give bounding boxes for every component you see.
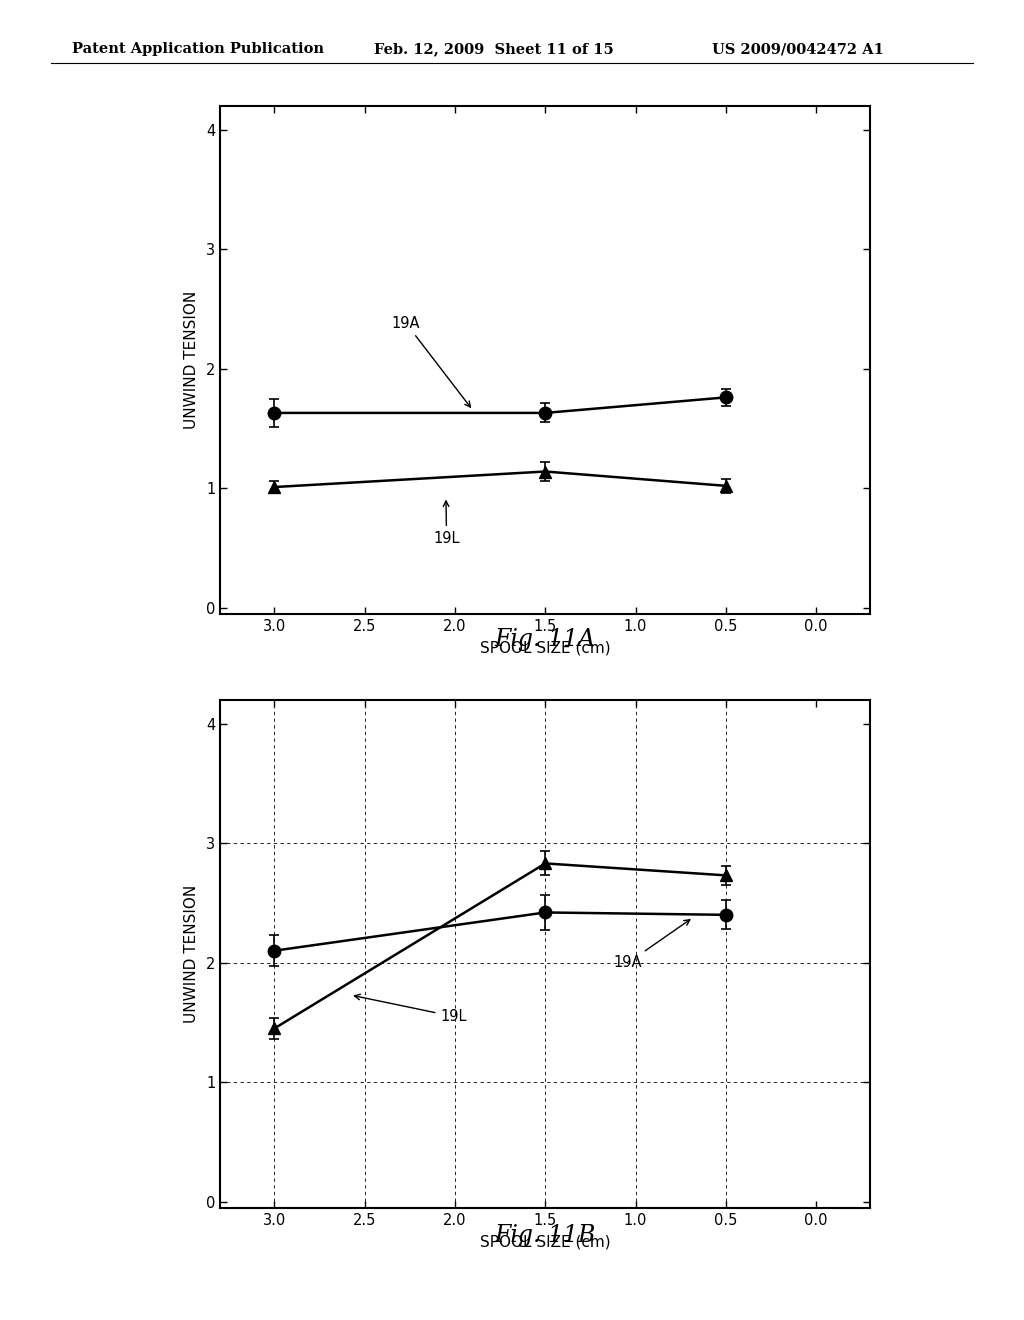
Text: 19L: 19L <box>433 502 460 546</box>
Text: US 2009/0042472 A1: US 2009/0042472 A1 <box>712 42 884 57</box>
Y-axis label: UNWIND TENSION: UNWIND TENSION <box>184 290 199 429</box>
Text: 19A: 19A <box>392 315 470 407</box>
Text: 19A: 19A <box>614 920 690 970</box>
Text: Patent Application Publication: Patent Application Publication <box>72 42 324 57</box>
Text: Fig. 11A: Fig. 11A <box>495 628 596 651</box>
Text: Fig. 11B: Fig. 11B <box>495 1224 596 1246</box>
Text: Feb. 12, 2009  Sheet 11 of 15: Feb. 12, 2009 Sheet 11 of 15 <box>374 42 613 57</box>
X-axis label: SPOOL SIZE (cm): SPOOL SIZE (cm) <box>480 640 610 656</box>
Y-axis label: UNWIND TENSION: UNWIND TENSION <box>184 884 199 1023</box>
Text: 19L: 19L <box>354 994 467 1024</box>
X-axis label: SPOOL SIZE (cm): SPOOL SIZE (cm) <box>480 1234 610 1250</box>
